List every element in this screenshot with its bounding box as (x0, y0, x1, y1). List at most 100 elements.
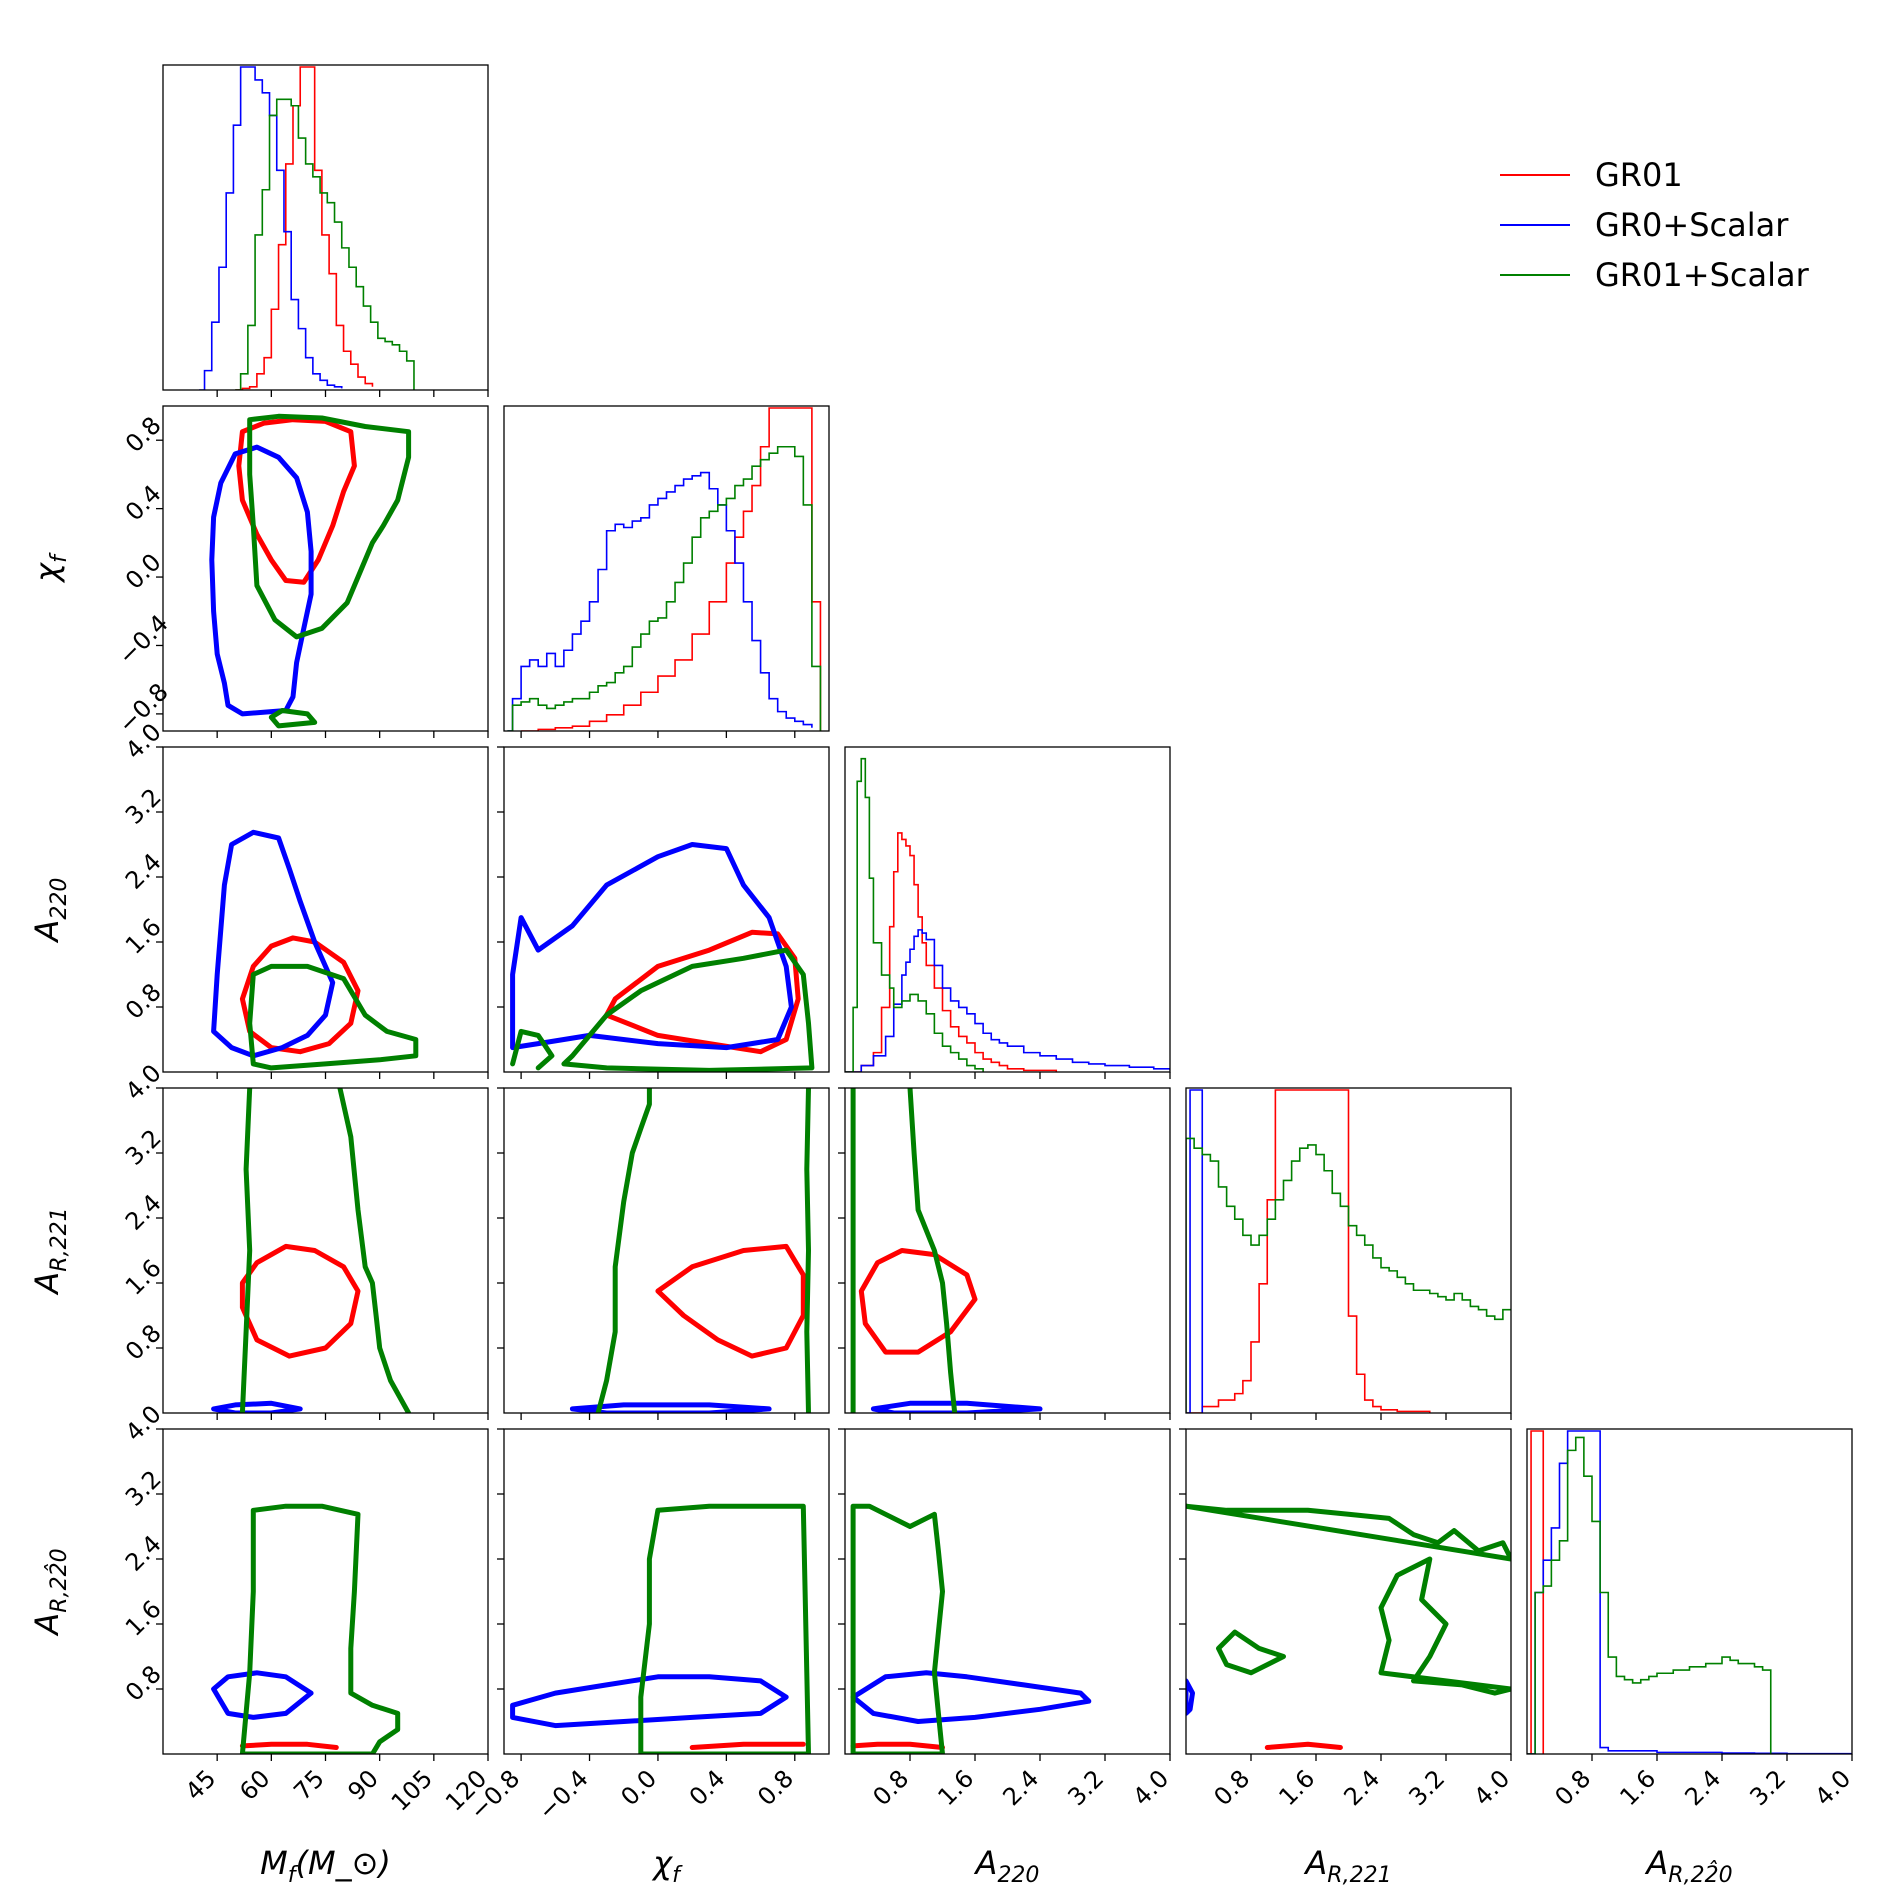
panel-chi-Mf: −0.8−0.40.00.40.8 (113, 405, 489, 739)
x-tick-label-chi: 0.0 (615, 1764, 662, 1811)
y-tick-label-AR221: 0.8 (120, 1319, 167, 1366)
panel-frame (503, 405, 830, 732)
x-tick-label-AR221: 1.6 (1273, 1764, 1320, 1811)
contour-AR221-A220-gr01-0 (858, 1248, 978, 1355)
y-tick-label-AR220: 3.2 (120, 1465, 167, 1512)
y-tick-label-chi: −0.4 (113, 609, 174, 670)
contour-A220-Mf-gr01-0 (239, 935, 361, 1055)
panel-frame (844, 746, 1171, 1073)
y-tick-label-A220: 1.6 (120, 913, 167, 960)
contour-chi-Mf-gr01-0 (236, 417, 357, 585)
histogram-AR221-gr0-plus-scalar (1186, 1089, 1204, 1413)
legend-label-gr01-plus-scalar: GR01+Scalar (1595, 256, 1810, 294)
x-tick-label-Mf: 75 (288, 1764, 329, 1805)
legend-label-gr0-plus-scalar: GR0+Scalar (1595, 206, 1789, 244)
contour-AR221-chi-gr01-0 (655, 1243, 806, 1359)
histogram-chi-gr0-plus-scalar (507, 471, 813, 731)
x-tick-label-AR221: 4.0 (1468, 1764, 1515, 1811)
contour-A220-Mf-gr0-plus-scalar-0 (211, 829, 336, 1059)
panel-AR221-chi (497, 1087, 830, 1420)
contour-AR220-AR221-gr01-plus-scalar-2 (1216, 1629, 1286, 1676)
x-tick-label-A220: 3.2 (1062, 1764, 1109, 1811)
contour-AR221-Mf-gr0-plus-scalar-0 (211, 1400, 303, 1413)
contour-AR220-Mf-gr01-plus-scalar-0 (239, 1503, 401, 1754)
contour-AR220-chi-gr01-0 (689, 1741, 806, 1750)
x-tick-label-Mf: 105 (386, 1764, 438, 1816)
panel-frame (503, 1428, 830, 1755)
histogram-chi-gr01 (521, 407, 822, 731)
legend: GR01 GR0+Scalar GR01+Scalar (1500, 156, 1810, 294)
x-tick-label-chi: 0.4 (684, 1764, 731, 1811)
y-tick-label-chi: 0.4 (120, 480, 167, 527)
panel-AR220-AR220: 0.8 1.6 2.4 3.2 4.0 (1526, 1428, 1856, 1811)
histogram-A220-gr0-plus-scalar (845, 929, 1170, 1072)
histogram-Mf-gr01 (235, 66, 374, 390)
y-tick-label-AR221: 1.6 (120, 1254, 167, 1301)
y-tick-label-A220: 2.4 (120, 848, 167, 895)
panel-A220-chi (497, 746, 830, 1079)
x-tick-label-AR221: 0.8 (1208, 1764, 1255, 1811)
contour-AR220-A220-gr01-plus-scalar-0 (850, 1503, 945, 1754)
contour-AR220-A220-gr01-0 (850, 1741, 945, 1750)
contour-AR220-AR221-gr0-plus-scalar-0 (1186, 1678, 1195, 1716)
y-axis-label-AR220: AR,22̂0 (28, 1548, 72, 1636)
histogram-AR221-gr01 (1186, 1089, 1431, 1413)
x-tick-label-AR220: 1.6 (1614, 1764, 1661, 1811)
contour-AR221-chi-gr01-plus-scalar-1 (804, 1088, 811, 1413)
panel-frame (1185, 1428, 1512, 1755)
x-tick-label-A220: 4.0 (1127, 1764, 1174, 1811)
x-axis-label-A220: A220 (974, 1844, 1040, 1888)
x-axis-label-AR221: AR,221 (1303, 1844, 1391, 1888)
y-tick-label-A220: 3.2 (120, 783, 167, 830)
panel-A220-A220 (844, 746, 1171, 1079)
y-tick-label-AR220: 2.4 (120, 1530, 167, 1577)
contour-AR220-AR221-gr01-0 (1264, 1741, 1343, 1750)
x-axis-label-chi: χf (651, 1844, 683, 1888)
contour-chi-Mf-gr01-plus-scalar-0 (247, 413, 412, 640)
panel-frame (162, 1087, 489, 1414)
contour-A220-chi-gr01-plus-scalar-1 (510, 1028, 555, 1071)
contour-AR220-chi-gr01-plus-scalar-0 (638, 1503, 811, 1754)
panel-AR221-A220 (838, 1087, 1171, 1420)
panel-A220-Mf: 0.81.62.43.24.0 (120, 718, 489, 1079)
y-tick-label-AR220: 1.6 (120, 1595, 167, 1642)
panel-frame (844, 1428, 1171, 1755)
y-tick-label-A220: 0.8 (120, 978, 167, 1025)
contour-AR221-Mf-gr01-plus-scalar-1 (337, 1088, 412, 1413)
contour-AR221-chi-gr01-plus-scalar-0 (595, 1088, 652, 1413)
contour-A220-Mf-gr01-plus-scalar-0 (247, 963, 419, 1071)
contour-AR221-A220-gr01-plus-scalar-1 (907, 1088, 958, 1413)
y-axis-label-A220: A220 (28, 878, 72, 944)
x-tick-label-AR220: 2.4 (1679, 1764, 1726, 1811)
y-tick-label-AR220: 0.8 (120, 1660, 167, 1707)
x-tick-label-AR220: 3.2 (1744, 1764, 1791, 1811)
histogram-AR220-gr01 (1527, 1430, 1545, 1754)
panels: −0.8−0.40.00.40.8 0.8 1.6 2.4 3.2 4.0 0.8 1.6 2.… (28, 64, 1856, 1888)
panel-AR221-AR221 (1185, 1087, 1512, 1420)
x-tick-label-AR220: 0.8 (1549, 1764, 1596, 1811)
x-axis-label-Mf: Mf(M_⊙) (260, 1844, 391, 1888)
contour-AR221-Mf-gr01-0 (239, 1243, 361, 1359)
histogram-AR221-gr01-plus-scalar (1186, 1137, 1511, 1413)
y-axis-label-AR221: AR,221 (28, 1207, 72, 1295)
panel-AR220-AR221: 0.8 1.6 2.4 3.2 4.0 (1179, 1428, 1515, 1811)
x-tick-label-AR221: 2.4 (1338, 1764, 1385, 1811)
panel-frame (1526, 1428, 1853, 1755)
x-tick-label-AR220: 4.0 (1809, 1764, 1856, 1811)
histogram-chi-gr01-plus-scalar (507, 445, 822, 731)
x-tick-label-Mf: 60 (234, 1764, 275, 1805)
contour-AR220-A220-gr0-plus-scalar-0 (850, 1670, 1092, 1724)
histogram-A220-gr01 (845, 832, 1058, 1072)
x-tick-label-Mf: 90 (343, 1764, 384, 1805)
y-tick-label-AR220: 4.0 (120, 1400, 167, 1447)
x-tick-label-A220: 0.8 (867, 1764, 914, 1811)
contour-AR220-AR221-gr01-plus-scalar-0 (1186, 1503, 1511, 1562)
x-tick-label-chi: 0.8 (752, 1764, 799, 1811)
contour-AR220-Mf-gr0-plus-scalar-0 (211, 1670, 314, 1720)
panel-AR220-A220: 0.8 1.6 2.4 3.2 4.0 (838, 1428, 1174, 1811)
contour-chi-Mf-gr0-plus-scalar-0 (209, 444, 314, 717)
panel-frame (503, 746, 830, 1073)
contour-A220-chi-gr0-plus-scalar-0 (510, 842, 794, 1051)
